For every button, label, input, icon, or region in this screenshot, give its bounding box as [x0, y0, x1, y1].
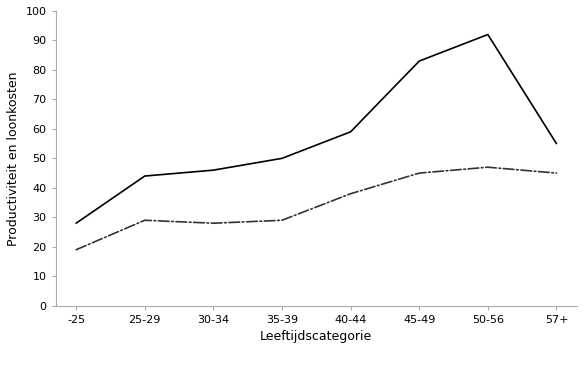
Y-axis label: Productiviteit en loonkosten: Productiviteit en loonkosten	[7, 71, 20, 246]
X-axis label: Leeftijdscategorie: Leeftijdscategorie	[260, 330, 373, 343]
